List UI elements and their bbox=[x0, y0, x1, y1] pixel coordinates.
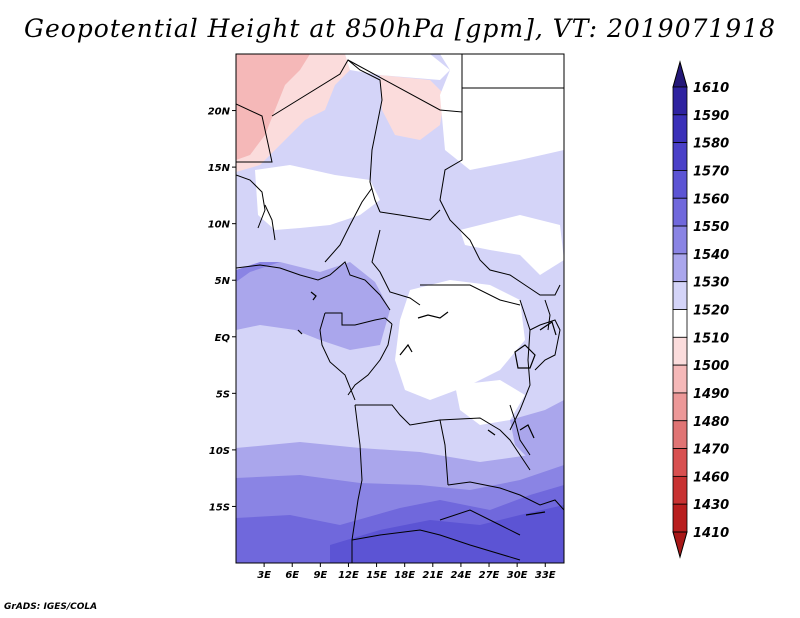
lon-tick-label: 27E bbox=[479, 570, 500, 581]
field-1510-central-south bbox=[455, 380, 525, 425]
grads-credit: GrADS: IGES/COLA bbox=[4, 602, 98, 612]
field-1510-congo-basin bbox=[395, 280, 525, 400]
colorbar-segment bbox=[672, 170, 688, 199]
longitude-axis: 3E 6E 9E 12E 15E 18E 21E 24E 27E 30E 33E bbox=[257, 563, 556, 581]
lon-tick-label: 30E bbox=[507, 570, 528, 581]
colorbar-segment bbox=[672, 309, 688, 338]
colorbar-label: 1550 bbox=[693, 220, 729, 235]
lon-tick-label: 12E bbox=[338, 570, 359, 581]
colorbar-segment bbox=[672, 142, 688, 171]
latitude-axis: 20N 15N 10N 5N EQ 5S 10S 15S bbox=[208, 107, 236, 513]
lat-tick-label: 10N bbox=[208, 220, 231, 231]
colorbar-segment bbox=[672, 253, 688, 283]
colorbar-segment bbox=[672, 225, 688, 255]
lat-tick-label: 5S bbox=[216, 389, 230, 400]
colorbar-segment bbox=[672, 448, 688, 477]
field-1490-north-west bbox=[236, 54, 310, 160]
field-1500-north-central bbox=[380, 75, 445, 140]
lon-tick-label: 9E bbox=[313, 570, 327, 581]
field-1530-gulf-of-guinea bbox=[236, 262, 390, 350]
colorbar-segment bbox=[672, 86, 688, 116]
colorbar-label: 1500 bbox=[693, 359, 729, 374]
colorbar-segment bbox=[672, 364, 688, 394]
field-1510-north bbox=[345, 54, 450, 80]
colorbar-top-arrow bbox=[672, 60, 688, 88]
colorbar-label: 1580 bbox=[693, 137, 729, 152]
lat-tick-label: 15N bbox=[208, 163, 231, 174]
colorbar-segment bbox=[672, 336, 688, 366]
colorbar-label: 1590 bbox=[693, 109, 729, 124]
lon-tick-label: 3E bbox=[257, 570, 271, 581]
lon-tick-label: 6E bbox=[285, 570, 299, 581]
colorbar-segment bbox=[672, 281, 688, 310]
lat-tick-label: EQ bbox=[215, 333, 231, 344]
colorbar-label: 1530 bbox=[693, 276, 729, 291]
lat-tick-label: 20N bbox=[208, 107, 231, 118]
colorbar-label: 1560 bbox=[693, 192, 729, 207]
colorbar-bottom-arrow bbox=[672, 531, 688, 559]
lon-tick-label: 18E bbox=[394, 570, 415, 581]
colorbar-label: 1610 bbox=[693, 81, 729, 96]
lakes bbox=[297, 291, 557, 516]
colorbar-label: 1570 bbox=[693, 164, 729, 179]
height-field bbox=[236, 54, 564, 563]
colorbar-segment bbox=[672, 475, 688, 505]
colorbar-label: 1540 bbox=[693, 248, 729, 263]
colorbar-label: 1510 bbox=[693, 331, 729, 346]
colorbar-segment bbox=[672, 420, 688, 449]
colorbar-segment bbox=[672, 197, 688, 227]
colorbar-label: 1480 bbox=[693, 415, 729, 430]
colorbar-label: 1430 bbox=[693, 498, 729, 513]
colorbar-label: 1460 bbox=[693, 470, 729, 485]
lat-tick-label: 15S bbox=[209, 502, 230, 513]
plot-frame bbox=[235, 53, 565, 564]
colorbar: 1610 1590 1580 1570 1560 1550 1540 1530 1520 1510… bbox=[672, 60, 729, 559]
field-1510-east bbox=[460, 215, 564, 275]
colorbar-label: 1470 bbox=[693, 443, 729, 458]
lon-tick-label: 15E bbox=[366, 570, 387, 581]
lon-tick-label: 33E bbox=[535, 570, 556, 581]
colorbar-segment bbox=[672, 503, 688, 533]
colorbar-segment bbox=[672, 114, 688, 144]
lat-tick-label: 5N bbox=[215, 276, 231, 287]
field-1510-north-east bbox=[440, 54, 564, 170]
field-1510-sahel bbox=[255, 165, 380, 230]
lat-tick-label: 10S bbox=[209, 446, 230, 457]
colorbar-label: 1410 bbox=[693, 526, 729, 541]
lon-tick-label: 24E bbox=[451, 570, 472, 581]
lon-tick-label: 21E bbox=[422, 570, 443, 581]
country-borders bbox=[236, 54, 564, 563]
colorbar-segment bbox=[672, 392, 688, 422]
map-title: Geopotential Height at 850hPa [gpm], VT:… bbox=[23, 14, 777, 43]
field-1560-south bbox=[330, 505, 564, 563]
colorbar-label: 1520 bbox=[693, 304, 729, 319]
colorbar-label: 1490 bbox=[693, 387, 729, 402]
